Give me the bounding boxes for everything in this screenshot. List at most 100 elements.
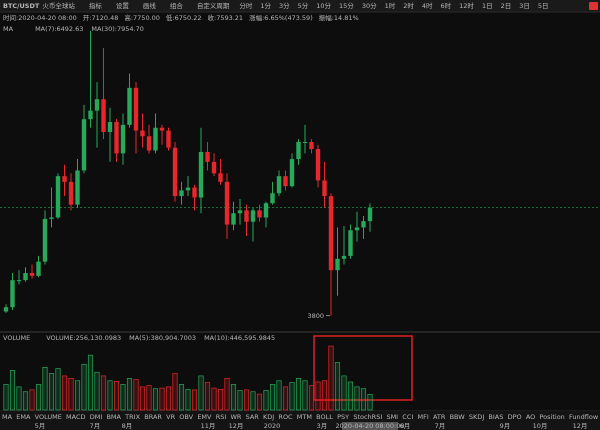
toolbar-button[interactable]: 设置 bbox=[116, 1, 130, 10]
period-button[interactable]: 3分 bbox=[279, 1, 290, 10]
footer-bg bbox=[0, 411, 600, 430]
x-tick-label: 6月 bbox=[400, 422, 411, 430]
ohlc-info: 低:6750.22 bbox=[166, 13, 202, 22]
period-button[interactable]: 5日 bbox=[538, 2, 549, 10]
candle-body bbox=[302, 141, 308, 143]
candle-body bbox=[257, 210, 262, 218]
volume-bar bbox=[224, 377, 230, 411]
candle-body bbox=[153, 127, 158, 151]
ohlc-info: 振幅:14.81% bbox=[319, 13, 359, 22]
highlight-box bbox=[313, 335, 413, 401]
indicator-tab[interactable]: BBW bbox=[450, 413, 466, 421]
candle-body bbox=[49, 217, 54, 219]
indicator-tab[interactable]: BRAR bbox=[144, 413, 162, 421]
period-button[interactable]: 5分 bbox=[298, 1, 309, 10]
period-button[interactable]: 15分 bbox=[339, 1, 354, 10]
volume-legend-item: MA(5):380,904.7003 bbox=[129, 334, 196, 342]
period-button[interactable]: 6时 bbox=[441, 1, 452, 10]
volume-bar bbox=[126, 377, 133, 411]
indicator-tab[interactable]: KDJ bbox=[263, 413, 274, 421]
volume-bar bbox=[172, 373, 178, 411]
candle-body bbox=[10, 280, 15, 308]
indicator-tab[interactable]: BIAS bbox=[488, 413, 503, 421]
period-button[interactable]: 10分 bbox=[316, 1, 331, 10]
indicator-tab[interactable]: CCI bbox=[402, 413, 413, 421]
indicator-tab[interactable]: WR bbox=[230, 413, 241, 421]
candle-body bbox=[68, 181, 74, 205]
candle-body bbox=[296, 141, 301, 160]
toolbar-button[interactable]: 组合 bbox=[170, 1, 184, 10]
period-button[interactable]: 2时 bbox=[403, 1, 414, 10]
indicator-tab[interactable]: OBV bbox=[179, 413, 193, 421]
volume-bar bbox=[9, 370, 16, 411]
period-button[interactable]: 12时 bbox=[459, 1, 474, 10]
indicator-tab[interactable]: VOLUME bbox=[35, 413, 62, 421]
fullscreen-icon[interactable] bbox=[589, 2, 598, 10]
indicator-tab[interactable]: MACD bbox=[66, 413, 85, 421]
volume-bar bbox=[211, 387, 217, 411]
volume-bar bbox=[48, 373, 55, 411]
volume-bar bbox=[146, 385, 152, 411]
volume-bar bbox=[341, 375, 347, 411]
volume-bar bbox=[178, 384, 185, 411]
period-button[interactable]: 分时 bbox=[239, 1, 253, 10]
indicator-tab[interactable]: EMV bbox=[197, 413, 212, 421]
x-tick-label: 9月 bbox=[500, 422, 511, 430]
volume-bar bbox=[100, 375, 107, 411]
candle-body bbox=[3, 307, 9, 312]
indicator-tab[interactable]: RSI bbox=[216, 413, 227, 421]
symbol[interactable]: BTC/USDT bbox=[3, 2, 40, 10]
low-annotation: 3800 bbox=[307, 312, 324, 320]
period-button[interactable]: 30分 bbox=[362, 1, 377, 10]
period-select[interactable]: 自定义周期 bbox=[197, 1, 230, 10]
x-tick-label: 11月 bbox=[201, 422, 216, 430]
candle-body bbox=[315, 149, 321, 181]
volume-legend-item: VOLUME:256,130.0983 bbox=[46, 334, 121, 342]
candle-body bbox=[283, 176, 288, 187]
volume-legend-item: MA(10):446,595.9845 bbox=[204, 334, 275, 342]
candle-body bbox=[367, 207, 373, 222]
indicator-tab[interactable]: MTM bbox=[297, 413, 312, 421]
candle-body bbox=[101, 99, 106, 132]
indicator-tab[interactable]: TRIX bbox=[124, 413, 140, 421]
indicator-tab[interactable]: ATR bbox=[433, 413, 446, 421]
candle-body bbox=[250, 210, 256, 222]
period-button[interactable]: 1分 bbox=[260, 1, 271, 10]
indicator-tab[interactable]: VR bbox=[166, 413, 175, 421]
period-button[interactable]: 3日 bbox=[519, 2, 530, 10]
indicator-tab[interactable]: MFI bbox=[417, 413, 428, 421]
indicator-tab[interactable]: Fundflow bbox=[569, 413, 599, 421]
indicator-tab[interactable]: SMI bbox=[386, 413, 398, 421]
indicator-tab[interactable]: Position bbox=[539, 413, 564, 421]
indicator-tab[interactable]: BOLL bbox=[316, 413, 333, 421]
indicator-tab[interactable]: PSY bbox=[337, 413, 349, 421]
candle-body bbox=[335, 258, 340, 271]
indicator-tab[interactable]: SAR bbox=[246, 413, 260, 421]
period-button[interactable]: 1日 bbox=[482, 2, 493, 10]
candle-body bbox=[328, 196, 334, 271]
toolbar-button[interactable]: 画线 bbox=[143, 1, 157, 10]
volume-bar bbox=[165, 386, 172, 411]
period-button[interactable]: 1时 bbox=[385, 1, 396, 10]
volume-bar bbox=[29, 389, 35, 411]
x-tick-label: 10月 bbox=[533, 422, 548, 430]
indicator-tab[interactable]: EMA bbox=[16, 413, 31, 421]
volume-bar bbox=[3, 384, 9, 411]
period-button[interactable]: 4时 bbox=[422, 1, 433, 10]
volume-bar bbox=[360, 388, 367, 411]
indicator-tab[interactable]: ROC bbox=[278, 413, 293, 421]
candle-body bbox=[36, 261, 41, 276]
volume-bar bbox=[250, 391, 256, 411]
indicator-tab[interactable]: AO bbox=[526, 413, 535, 421]
volume-bar bbox=[152, 388, 159, 411]
indicator-tab[interactable]: BMA bbox=[106, 413, 121, 421]
indicator-tab[interactable]: MA bbox=[2, 413, 13, 421]
indicator-tab[interactable]: DPO bbox=[508, 413, 522, 421]
ohlc-info: 时间:2020-04-20 08:00 bbox=[3, 13, 77, 22]
period-button[interactable]: 2日 bbox=[501, 2, 512, 10]
indicator-tab[interactable]: SKDJ bbox=[469, 413, 484, 421]
indicator-tab[interactable]: StochRSI bbox=[353, 413, 382, 421]
toolbar-button[interactable]: 指标 bbox=[89, 1, 103, 10]
indicator-tab[interactable]: DMI bbox=[90, 413, 103, 421]
